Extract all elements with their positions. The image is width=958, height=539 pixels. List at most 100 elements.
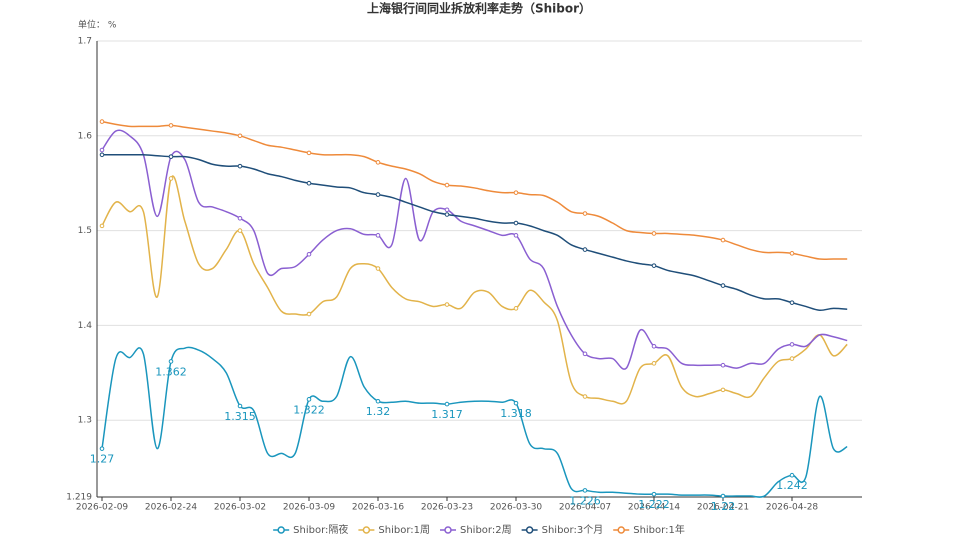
data-label: 1.322: [293, 403, 325, 416]
point-marker: [651, 263, 657, 268]
point-marker: [720, 362, 726, 368]
point-marker: [237, 403, 243, 409]
legend-marker: [362, 526, 371, 534]
data-label: 1.242: [776, 479, 808, 492]
point-marker: [651, 231, 657, 236]
y-tick-label: 1.6: [78, 131, 93, 141]
data-label: 1.317: [431, 408, 463, 421]
y-tick-label: 1.7: [78, 37, 92, 47]
x-tick-label: 2026-03-30: [490, 503, 543, 513]
point-marker: [651, 361, 657, 366]
point-marker: [375, 398, 381, 404]
series-line: [101, 120, 848, 261]
point-marker: [582, 247, 588, 252]
point-marker: [444, 302, 450, 307]
point-marker: [375, 160, 381, 165]
point-marker: [582, 351, 588, 357]
series-line: [101, 346, 848, 498]
point-marker: [444, 207, 450, 213]
point-marker: [651, 491, 657, 497]
data-label: 1.362: [155, 365, 187, 378]
point-marker: [99, 152, 105, 158]
point-marker: [306, 150, 312, 156]
point-marker: [168, 359, 174, 364]
point-marker: [99, 119, 105, 124]
point-marker: [237, 163, 243, 169]
point-marker: [720, 283, 726, 288]
point-marker: [513, 190, 519, 195]
data-label: 1.32: [366, 405, 391, 418]
point-marker: [444, 182, 450, 188]
y-tick-label: 1.5: [78, 226, 92, 236]
series-line: [101, 175, 848, 405]
legend-label: Shibor:1周: [378, 524, 430, 536]
y-tick-label: 1.3: [78, 416, 92, 426]
point-marker: [306, 311, 312, 317]
point-marker: [99, 446, 105, 451]
point-marker: [306, 252, 312, 257]
point-marker: [582, 488, 588, 493]
point-marker: [582, 394, 588, 399]
x-tick-label: 2026-03-02: [214, 503, 266, 513]
point-marker: [375, 233, 381, 238]
point-marker: [513, 220, 519, 226]
x-tick-label: 2026-04-14: [628, 503, 681, 513]
point-marker: [306, 180, 312, 186]
point-marker: [237, 133, 243, 139]
point-marker: [237, 228, 243, 233]
point-marker: [789, 342, 795, 347]
data-label: 1.222: [638, 498, 670, 511]
series-line: [102, 153, 848, 312]
point-marker: [720, 237, 726, 243]
point-marker: [513, 400, 519, 406]
point-marker: [513, 233, 519, 238]
point-marker: [720, 387, 726, 393]
point-marker: [444, 212, 450, 217]
point-marker: [720, 493, 726, 499]
legend-marker: [277, 526, 285, 534]
data-label: 1.226: [569, 494, 601, 507]
data-label: 1.22: [711, 500, 736, 513]
y-tick-label: 1.219: [66, 493, 92, 503]
point-marker: [168, 176, 174, 181]
legend-marker: [444, 526, 452, 534]
point-marker: [789, 472, 795, 478]
legend-label: Shibor:2周: [460, 524, 512, 536]
point-marker: [168, 123, 174, 128]
point-marker: [444, 401, 450, 407]
x-tick-label: 2026-03-16: [352, 503, 405, 513]
x-tick-label: 2026-02-24: [145, 503, 198, 513]
legend-label: Shibor:隔夜: [293, 523, 348, 536]
point-marker: [513, 306, 519, 311]
data-label: 1.318: [500, 407, 532, 420]
point-marker: [99, 147, 105, 153]
x-tick-label: 2026-04-28: [766, 503, 819, 513]
point-marker: [375, 266, 381, 271]
point-marker: [789, 251, 795, 256]
chart-title: 上海银行间同业拆放利率走势（Shibor）: [367, 1, 591, 16]
data-label: 1.315: [224, 410, 256, 423]
point-marker: [99, 223, 105, 229]
legend-label: Shibor:1年: [633, 523, 685, 536]
y-tick-label: 1.4: [78, 321, 93, 331]
point-marker: [789, 300, 795, 305]
point-marker: [237, 215, 243, 221]
x-tick-label: 2026-04-21: [697, 503, 749, 513]
legend-marker: [617, 526, 625, 534]
x-tick-label: 2026-02-09: [76, 503, 129, 513]
legend-marker: [525, 526, 534, 534]
y-axis-label: 单位： %: [78, 19, 117, 31]
point-marker: [375, 192, 381, 197]
x-tick-label: 2026-03-23: [421, 503, 473, 513]
point-marker: [651, 343, 657, 349]
legend-label: Shibor:3个月: [542, 524, 604, 536]
point-marker: [306, 397, 312, 402]
x-tick-label: 2026-04-07: [559, 503, 611, 513]
series-line: [101, 129, 848, 370]
point-marker: [582, 211, 588, 216]
point-marker: [789, 356, 795, 361]
x-tick-label: 2026-03-09: [283, 503, 336, 513]
data-label: 1.27: [90, 453, 115, 466]
point-marker: [168, 154, 174, 159]
